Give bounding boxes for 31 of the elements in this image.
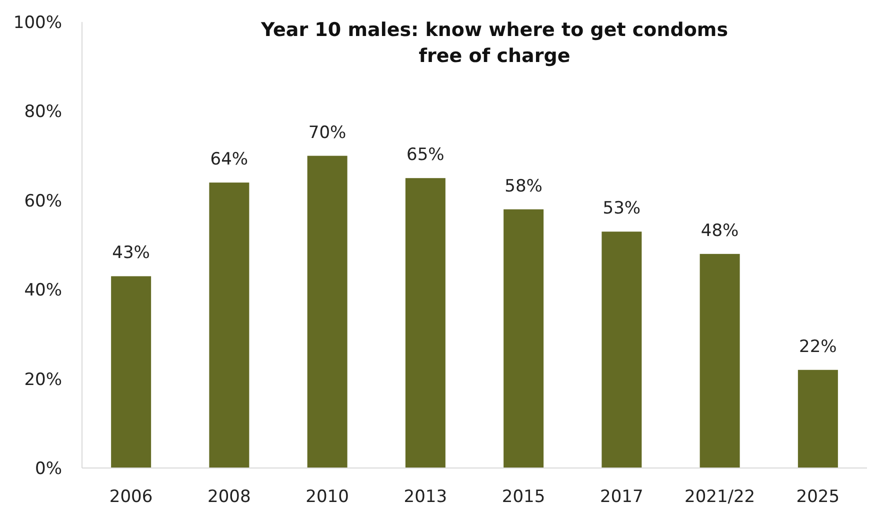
y-tick-label: 60% bbox=[24, 191, 62, 212]
bar bbox=[307, 156, 348, 468]
x-tick-label: 2006 bbox=[109, 487, 153, 507]
data-label: 53% bbox=[602, 198, 641, 219]
data-label: 70% bbox=[308, 122, 346, 143]
y-tick-label: 80% bbox=[24, 102, 62, 122]
y-tick-label: 0% bbox=[35, 458, 62, 479]
bar bbox=[504, 209, 544, 468]
bar bbox=[700, 254, 740, 468]
bar bbox=[798, 370, 838, 468]
data-label: 22% bbox=[799, 336, 837, 357]
x-tick-label: 2013 bbox=[404, 487, 448, 507]
data-label: 48% bbox=[700, 220, 739, 241]
data-label: 58% bbox=[504, 176, 542, 196]
bar bbox=[209, 182, 250, 468]
x-tick-label: 2008 bbox=[208, 487, 251, 507]
bar bbox=[405, 178, 446, 468]
x-tick-label: 2017 bbox=[600, 487, 644, 507]
y-tick-label: 40% bbox=[24, 280, 62, 301]
bar bbox=[602, 232, 642, 468]
x-tick-label: 2010 bbox=[306, 487, 349, 507]
x-tick-label: 2015 bbox=[502, 487, 546, 507]
y-tick-label: 100% bbox=[13, 12, 62, 33]
data-label: 43% bbox=[112, 243, 150, 264]
x-tick-label: 2025 bbox=[796, 487, 840, 507]
text: Year 10 males: know where to get condoms free of charge bbox=[260, 19, 728, 67]
x-tick-label: 2021/22 bbox=[684, 487, 756, 507]
bar bbox=[111, 276, 152, 468]
data-label: 64% bbox=[210, 150, 248, 170]
y-tick-label: 20% bbox=[24, 370, 62, 390]
data-label: 65% bbox=[406, 145, 444, 166]
